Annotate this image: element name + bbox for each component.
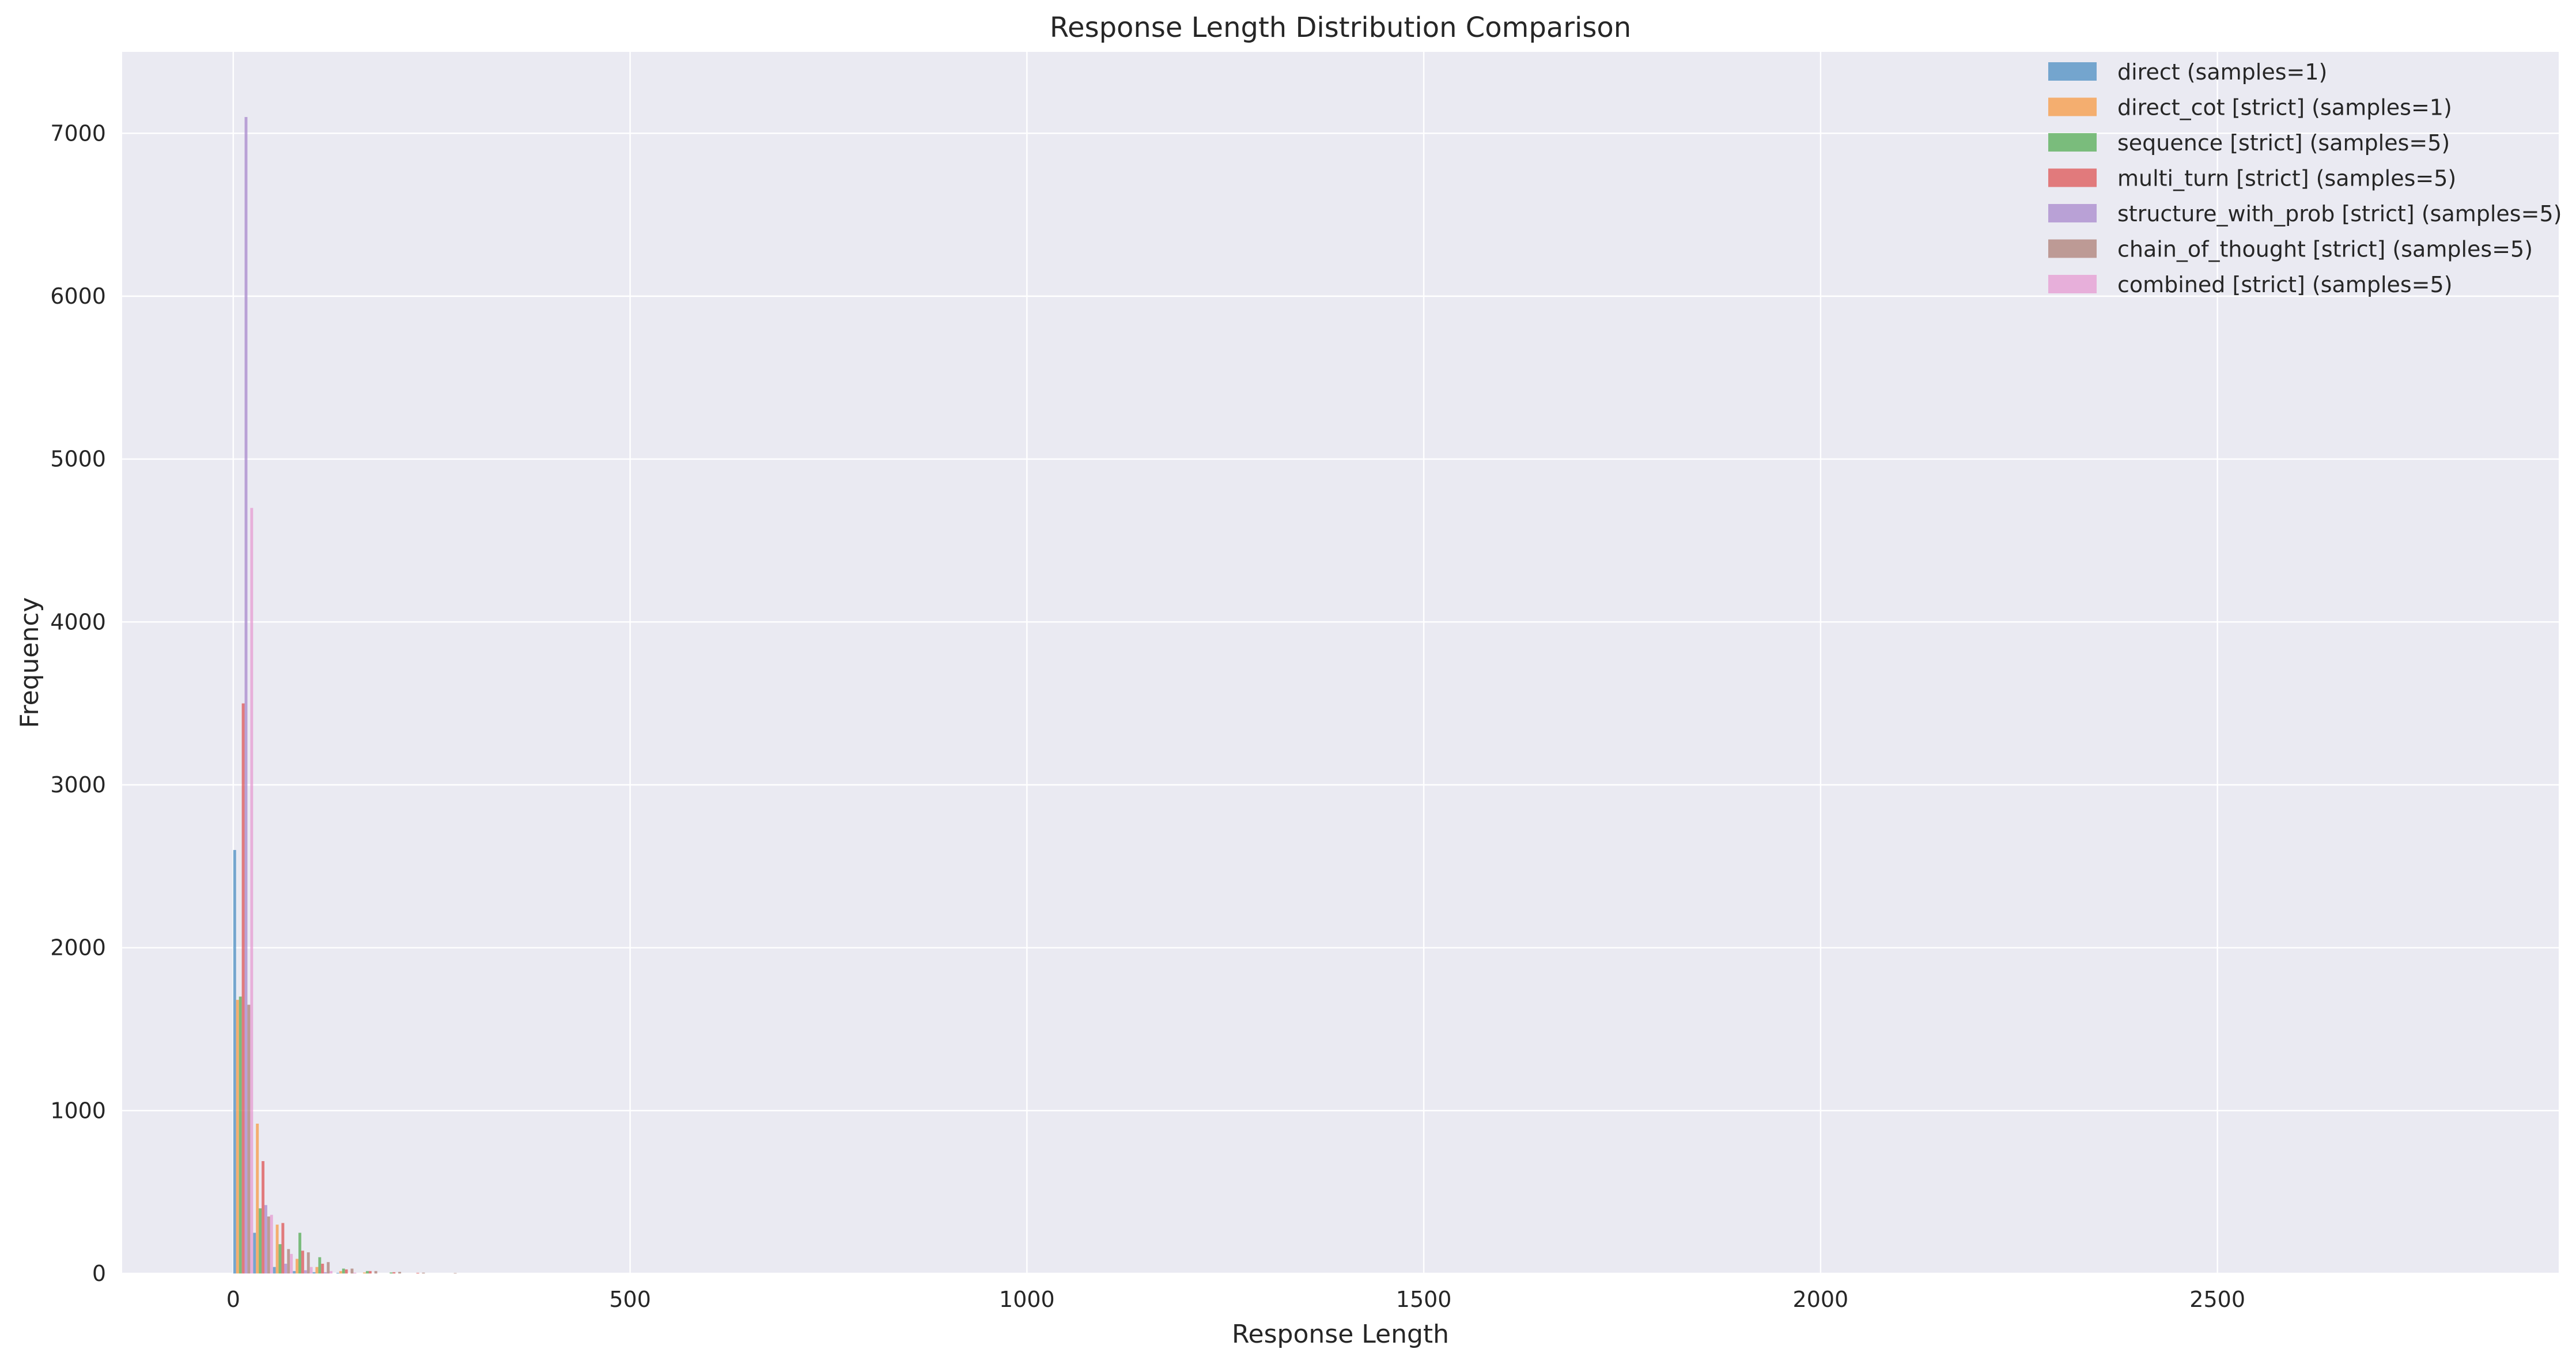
histogram-bar [398,1272,402,1273]
series-3 [241,703,419,1273]
histogram-bar [304,1270,307,1273]
histogram-bar [321,1264,324,1273]
histogram-bar [293,1271,296,1273]
series-5 [247,1004,457,1273]
histogram-bar [363,1272,366,1273]
histogram-bar [287,1249,290,1273]
x-axis-label: Response Length [1232,1320,1449,1349]
histogram-bar [369,1271,372,1273]
legend-label: structure_with_prob [strict] (samples=5) [2117,201,2562,226]
histogram-bar [296,1259,299,1273]
grid-layer [122,52,2559,1275]
histogram-bar [233,850,236,1273]
legend-label: multi_turn [strict] (samples=5) [2117,166,2456,191]
histogram-bar [350,1268,354,1273]
legend-swatch [2048,204,2097,222]
histogram-bar [298,1233,301,1273]
histogram-bar [318,1257,321,1273]
y-tick-label: 3000 [50,772,106,798]
histogram-bar [366,1271,369,1273]
y-tick-label: 6000 [50,284,106,309]
x-tick-label: 1000 [999,1287,1055,1312]
tick-layer: 0 500 1000 1500 2000 2500 0 1000 2000 3000 4000 500… [50,120,2245,1312]
histogram-bar [275,1225,279,1273]
histogram-bar [309,1267,313,1273]
legend-swatch [2048,275,2097,293]
series-0 [233,850,339,1273]
histogram-bar [278,1244,282,1273]
histogram-bar [342,1268,345,1273]
legend-label: direct (samples=1) [2117,59,2327,85]
histogram-bar [236,1000,239,1273]
y-tick-label: 4000 [50,609,106,634]
histogram-bar [256,1123,259,1273]
series-4 [244,117,327,1274]
histogram-bar [312,1272,316,1273]
histogram-bar [247,1004,251,1273]
y-tick-label: 0 [92,1261,106,1286]
histogram-bar [324,1272,327,1273]
legend-label: combined [strict] (samples=5) [2117,272,2453,297]
x-tick-label: 0 [226,1287,240,1312]
y-tick-label: 2000 [50,935,106,961]
histogram-bar [267,1216,270,1273]
histogram-bar [244,117,248,1274]
histogram-bar [307,1252,310,1273]
histogram-bar [250,508,254,1273]
chart-title: Response Length Distribution Comparison [1050,12,1631,44]
x-tick-label: 2000 [1793,1287,1849,1312]
histogram-bar [339,1271,342,1273]
histogram-bar [330,1271,333,1273]
plot-area [122,52,2559,1273]
legend-label: direct_cot [strict] (samples=1) [2117,95,2452,120]
histogram-bar [273,1267,276,1273]
series-2 [239,996,393,1273]
y-tick-label: 7000 [50,120,106,146]
legend: direct (samples=1) direct_cot [strict] (s… [2048,59,2562,297]
histogram-bar [345,1269,348,1273]
histogram-bar [253,1233,256,1273]
legend-label: chain_of_thought [strict] (samples=5) [2117,237,2533,262]
y-axis-label: Frequency [15,597,44,728]
legend-swatch [2048,239,2097,258]
histogram-bar [389,1272,393,1273]
legend-label: sequence [strict] (samples=5) [2117,130,2450,156]
histogram-bar [264,1205,267,1273]
series-1 [236,1000,366,1273]
histogram-bar [301,1250,304,1273]
histogram-bar [315,1267,319,1273]
histogram-bar [374,1271,377,1273]
legend-swatch [2048,168,2097,187]
x-tick-label: 1500 [1396,1287,1452,1312]
series-6 [250,508,357,1273]
x-tick-label: 500 [609,1287,651,1312]
histogram-bar [327,1262,330,1273]
legend-swatch [2048,97,2097,116]
histogram-bar [281,1223,285,1273]
histogram-bar [262,1161,264,1273]
histogram-bar [284,1264,288,1273]
histogram-bar [270,1215,273,1273]
bar-layer [233,117,457,1274]
legend-swatch [2048,62,2097,81]
y-tick-label: 1000 [50,1098,106,1123]
histogram-bar [290,1254,293,1273]
histogram-bar [392,1272,396,1273]
histogram-bar [239,996,242,1273]
y-tick-label: 5000 [50,447,106,472]
histogram-bar [259,1208,262,1273]
x-tick-label: 2500 [2189,1287,2245,1312]
histogram-bar [241,703,245,1273]
legend-swatch [2048,133,2097,152]
